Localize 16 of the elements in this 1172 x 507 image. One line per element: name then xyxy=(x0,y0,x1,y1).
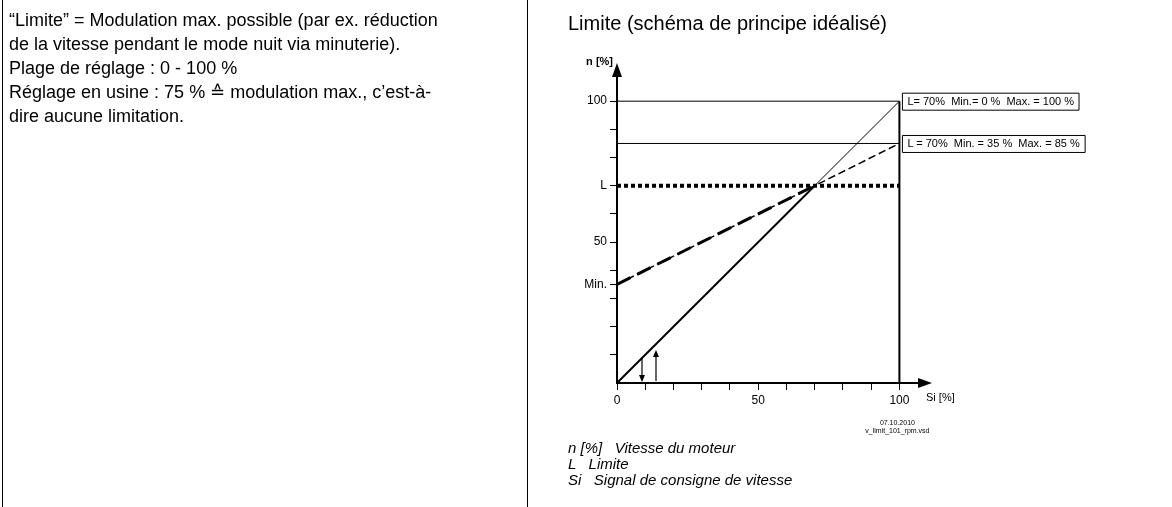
chart-title: Limite (schéma de principe idéalisé) xyxy=(568,12,888,34)
x-tick-label: 50 xyxy=(751,392,766,407)
text: “Limite” = Modulation max. possible (par ex. réduction de la vitesse pendant le mode nuit via minuterie). Plage de réglage : 0 - 100 % Réglage en usine : 75 % ≙ modulation max., c’est-à-dire aucune limitation. xyxy=(9,9,439,128)
y-axis-title: n [%] xyxy=(586,55,614,67)
y-tick-label: L xyxy=(600,178,608,193)
y-tick-label: Min. xyxy=(584,276,607,291)
ref-line-label: L= 70% Min.= 0 % Max. = 100 % xyxy=(907,95,1075,108)
text: L Limite xyxy=(568,455,630,472)
x-tick-label: 100 xyxy=(889,392,910,407)
x-axis-title: Si [%] xyxy=(926,391,955,403)
text: Si Signal de consigne de vitesse xyxy=(568,471,793,488)
y-tick-label: 100 xyxy=(586,93,608,108)
x-tick-label: 0 xyxy=(613,392,621,407)
text: n [%] Vitesse du moteur xyxy=(568,439,737,456)
ref-line-label: L = 70% Min. = 35 % Max. = 85 % xyxy=(907,137,1080,150)
y-tick-label: 50 xyxy=(593,234,608,249)
